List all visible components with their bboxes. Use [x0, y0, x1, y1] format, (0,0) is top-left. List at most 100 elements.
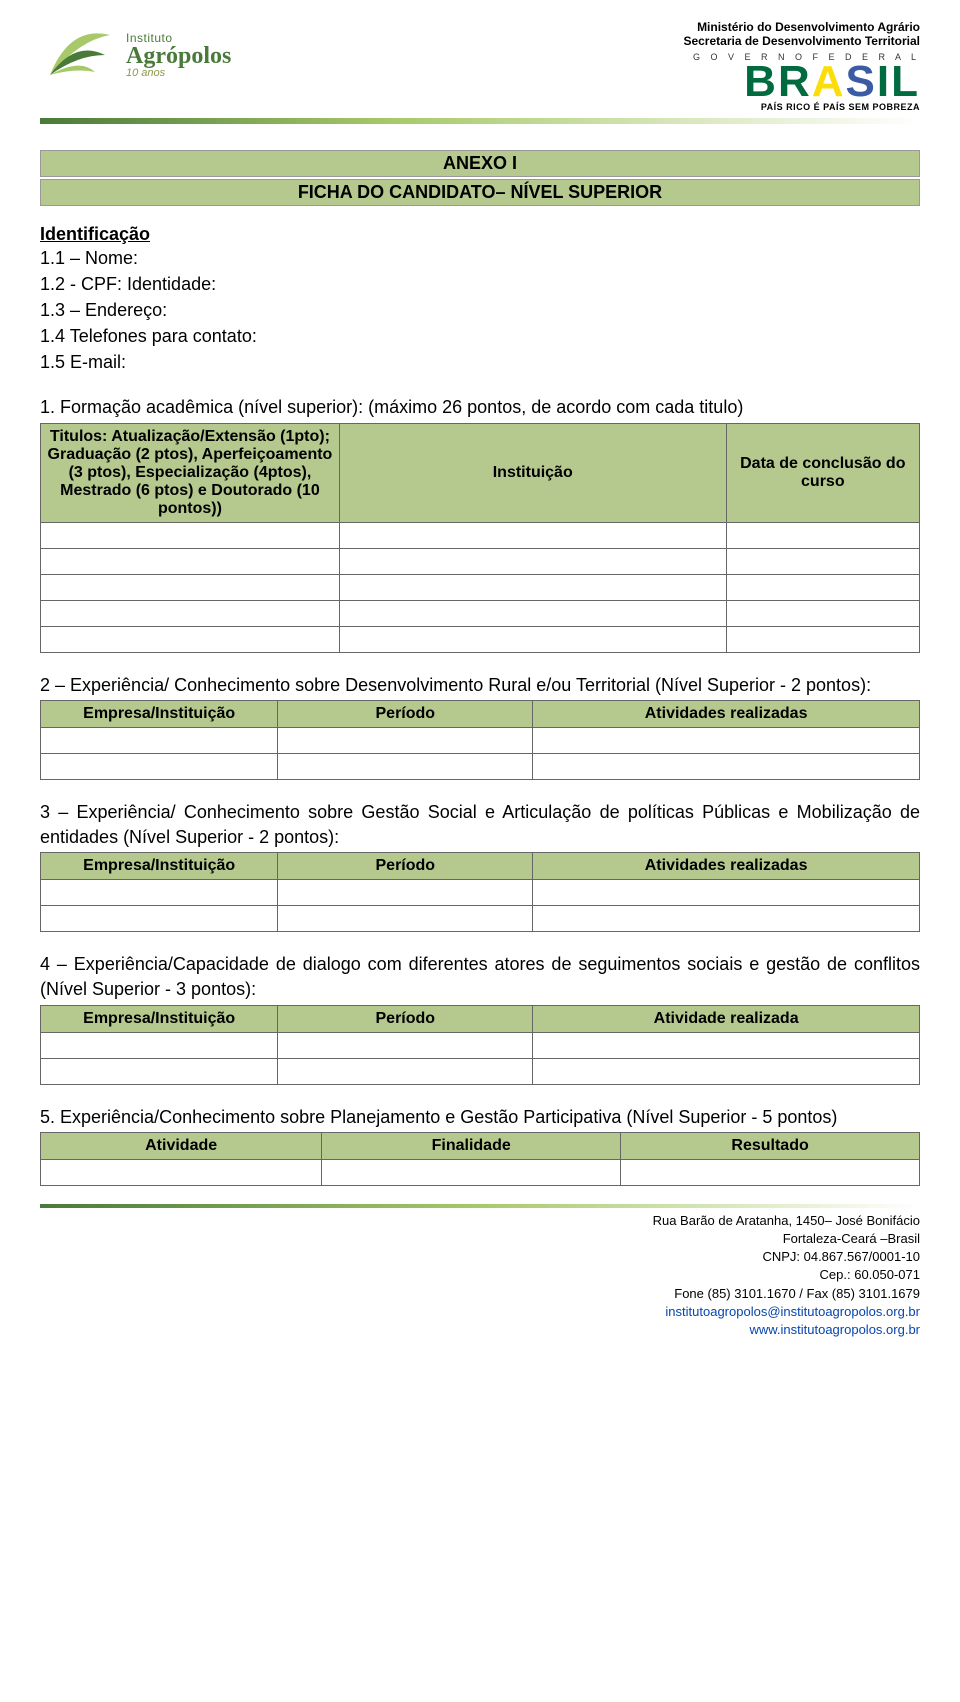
table-cell	[533, 1058, 920, 1084]
header-divider	[40, 118, 920, 124]
footer-phone: Fone (85) 3101.1670 / Fax (85) 3101.1679	[40, 1285, 920, 1303]
table-cell	[726, 522, 919, 548]
table-cell	[41, 880, 278, 906]
section5-table: Atividade Finalidade Resultado	[40, 1132, 920, 1186]
table-cell	[726, 574, 919, 600]
s2-c1: Empresa/Instituição	[41, 700, 278, 727]
table-row	[41, 1058, 920, 1084]
s5-body	[41, 1159, 920, 1185]
footer-address: Rua Barão de Aratanha, 1450– José Bonifá…	[40, 1212, 920, 1230]
s3-c1: Empresa/Instituição	[41, 853, 278, 880]
s5-c2: Finalidade	[322, 1132, 621, 1159]
leaf-icon	[40, 20, 120, 90]
s2-c3: Atividades realizadas	[533, 700, 920, 727]
section4-table: Empresa/Instituição Período Atividade re…	[40, 1005, 920, 1085]
table-row	[41, 727, 920, 753]
s4-body	[41, 1032, 920, 1084]
field-cpf: 1.2 - CPF: Identidade:	[40, 271, 920, 297]
s1-col1: Titulos: Atualização/Extensão (1pto); Gr…	[41, 423, 340, 522]
table-row	[41, 906, 920, 932]
table-cell	[41, 1058, 278, 1084]
s2-c2: Período	[278, 700, 533, 727]
section3-intro: 3 – Experiência/ Conhecimento sobre Gest…	[40, 800, 920, 850]
table-cell	[41, 1032, 278, 1058]
table-cell	[41, 906, 278, 932]
table-cell	[41, 522, 340, 548]
slogan-text: PAÍS RICO É PAÍS SEM POBREZA	[683, 102, 920, 112]
table-cell	[726, 626, 919, 652]
s3-c3: Atividades realizadas	[533, 853, 920, 880]
table-cell	[41, 1159, 322, 1185]
footer-divider	[40, 1204, 920, 1208]
table-row	[41, 548, 920, 574]
field-email: 1.5 E-mail:	[40, 349, 920, 375]
s4-c2: Período	[278, 1005, 533, 1032]
table-cell	[41, 600, 340, 626]
s5-c1: Atividade	[41, 1132, 322, 1159]
section1-intro: 1. Formação acadêmica (nível superior): …	[40, 395, 920, 420]
table-cell	[41, 753, 278, 779]
footer-www: www.institutoagropolos.org.br	[40, 1321, 920, 1339]
table-cell	[322, 1159, 621, 1185]
table-cell	[278, 1032, 533, 1058]
s1-col2: Instituição	[339, 423, 726, 522]
logo-name-text: Agrópolos	[126, 44, 231, 68]
table-row	[41, 522, 920, 548]
agropolos-logo: Instituto Agrópolos 10 anos	[40, 20, 240, 90]
gov-header: Ministério do Desenvolvimento Agrário Se…	[683, 20, 920, 112]
footer-block: Rua Barão de Aratanha, 1450– José Bonifá…	[40, 1212, 920, 1339]
table-cell	[41, 626, 340, 652]
section2-table: Empresa/Instituição Período Atividades r…	[40, 700, 920, 780]
s4-c1: Empresa/Instituição	[41, 1005, 278, 1032]
s5-c3: Resultado	[621, 1132, 920, 1159]
table-cell	[533, 727, 920, 753]
table-row	[41, 1159, 920, 1185]
table-cell	[726, 548, 919, 574]
s4-c3: Atividade realizada	[533, 1005, 920, 1032]
ministry-line-1: Ministério do Desenvolvimento Agrário	[683, 20, 920, 34]
s1-col3: Data de conclusão do curso	[726, 423, 919, 522]
ministry-line-2: Secretaria de Desenvolvimento Territoria…	[683, 34, 920, 48]
table-row	[41, 600, 920, 626]
table-cell	[41, 727, 278, 753]
brasil-logo: G O V E R N O F E D E R A L BRASIL PAÍS …	[683, 52, 920, 112]
table-cell	[339, 600, 726, 626]
document-header: Instituto Agrópolos 10 anos Ministério d…	[40, 20, 920, 112]
table-row	[41, 626, 920, 652]
table-cell	[278, 727, 533, 753]
section2-intro: 2 – Experiência/ Conhecimento sobre Dese…	[40, 673, 920, 698]
footer-cnpj: CNPJ: 04.867.567/0001-10	[40, 1248, 920, 1266]
title-bar-2: FICHA DO CANDIDATO– NÍVEL SUPERIOR	[40, 179, 920, 206]
table-cell	[278, 1058, 533, 1084]
brasil-word: BRASIL	[744, 62, 920, 102]
s1-body	[41, 522, 920, 652]
table-cell	[339, 626, 726, 652]
table-cell	[621, 1159, 920, 1185]
field-endereco: 1.3 – Endereço:	[40, 297, 920, 323]
table-cell	[41, 548, 340, 574]
section5-intro: 5. Experiência/Conhecimento sobre Planej…	[40, 1105, 920, 1130]
table-cell	[339, 522, 726, 548]
field-telefones: 1.4 Telefones para contato:	[40, 323, 920, 349]
table-cell	[339, 574, 726, 600]
table-cell	[278, 880, 533, 906]
footer-email: institutoagropolos@institutoagropolos.or…	[40, 1303, 920, 1321]
table-cell	[533, 880, 920, 906]
table-cell	[278, 906, 533, 932]
table-row	[41, 880, 920, 906]
footer-city: Fortaleza-Ceará –Brasil	[40, 1230, 920, 1248]
identificacao-heading: Identificação	[40, 224, 920, 245]
table-row	[41, 753, 920, 779]
table-cell	[339, 548, 726, 574]
table-cell	[726, 600, 919, 626]
section1-table: Titulos: Atualização/Extensão (1pto); Gr…	[40, 423, 920, 653]
table-cell	[533, 753, 920, 779]
table-cell	[41, 574, 340, 600]
s3-body	[41, 880, 920, 932]
table-row	[41, 574, 920, 600]
table-cell	[533, 906, 920, 932]
s2-body	[41, 727, 920, 779]
footer-cep: Cep.: 60.050-071	[40, 1266, 920, 1284]
logo-institute-text: Instituto	[126, 32, 231, 44]
section4-intro: 4 – Experiência/Capacidade de dialogo co…	[40, 952, 920, 1002]
